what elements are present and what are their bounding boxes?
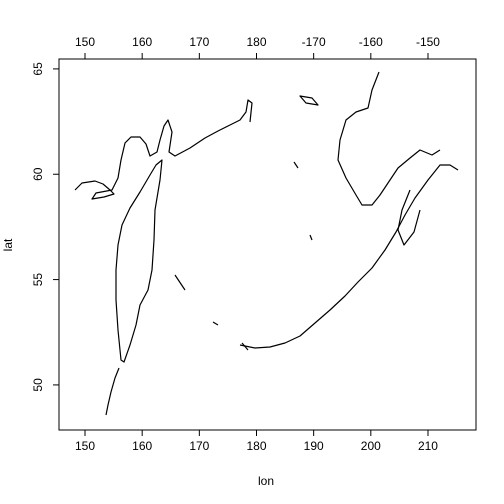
y-tick-label: 60 — [31, 167, 45, 181]
y-tick-label: 50 — [31, 378, 45, 392]
x-tick-label: 170 — [189, 439, 209, 453]
x2-tick-label: -160 — [359, 35, 383, 49]
kuril-islands — [105, 367, 120, 416]
x-tick-label: 200 — [361, 439, 381, 453]
y-tick-label: 65 — [31, 62, 45, 76]
x2-tick-label: 180 — [246, 35, 266, 49]
kamchatka — [115, 159, 163, 363]
x2-tick-label: 170 — [189, 35, 209, 49]
x-tick-label: 150 — [75, 439, 95, 453]
x2-tick-label: -170 — [302, 35, 326, 49]
plot-frame — [58, 58, 477, 431]
x2-tick-label: 150 — [75, 35, 95, 49]
islands-west — [174, 95, 319, 351]
x-tick-label: 160 — [132, 439, 152, 453]
alaska-coast — [337, 71, 441, 206]
x2-tick-label: 160 — [132, 35, 152, 49]
alaska-peninsula — [397, 189, 421, 246]
x-tick-label: 210 — [418, 439, 438, 453]
okhotsk-coast — [74, 99, 253, 200]
coastlines — [74, 71, 459, 416]
x-tick-label: 180 — [246, 439, 266, 453]
x-axis-label: lon — [258, 474, 274, 488]
x2-tick-label: -150 — [416, 35, 440, 49]
aleutians — [239, 164, 459, 349]
x-tick-label: 190 — [304, 439, 324, 453]
y-axis-label: lat — [1, 238, 15, 251]
y-tick-label: 55 — [31, 273, 45, 287]
